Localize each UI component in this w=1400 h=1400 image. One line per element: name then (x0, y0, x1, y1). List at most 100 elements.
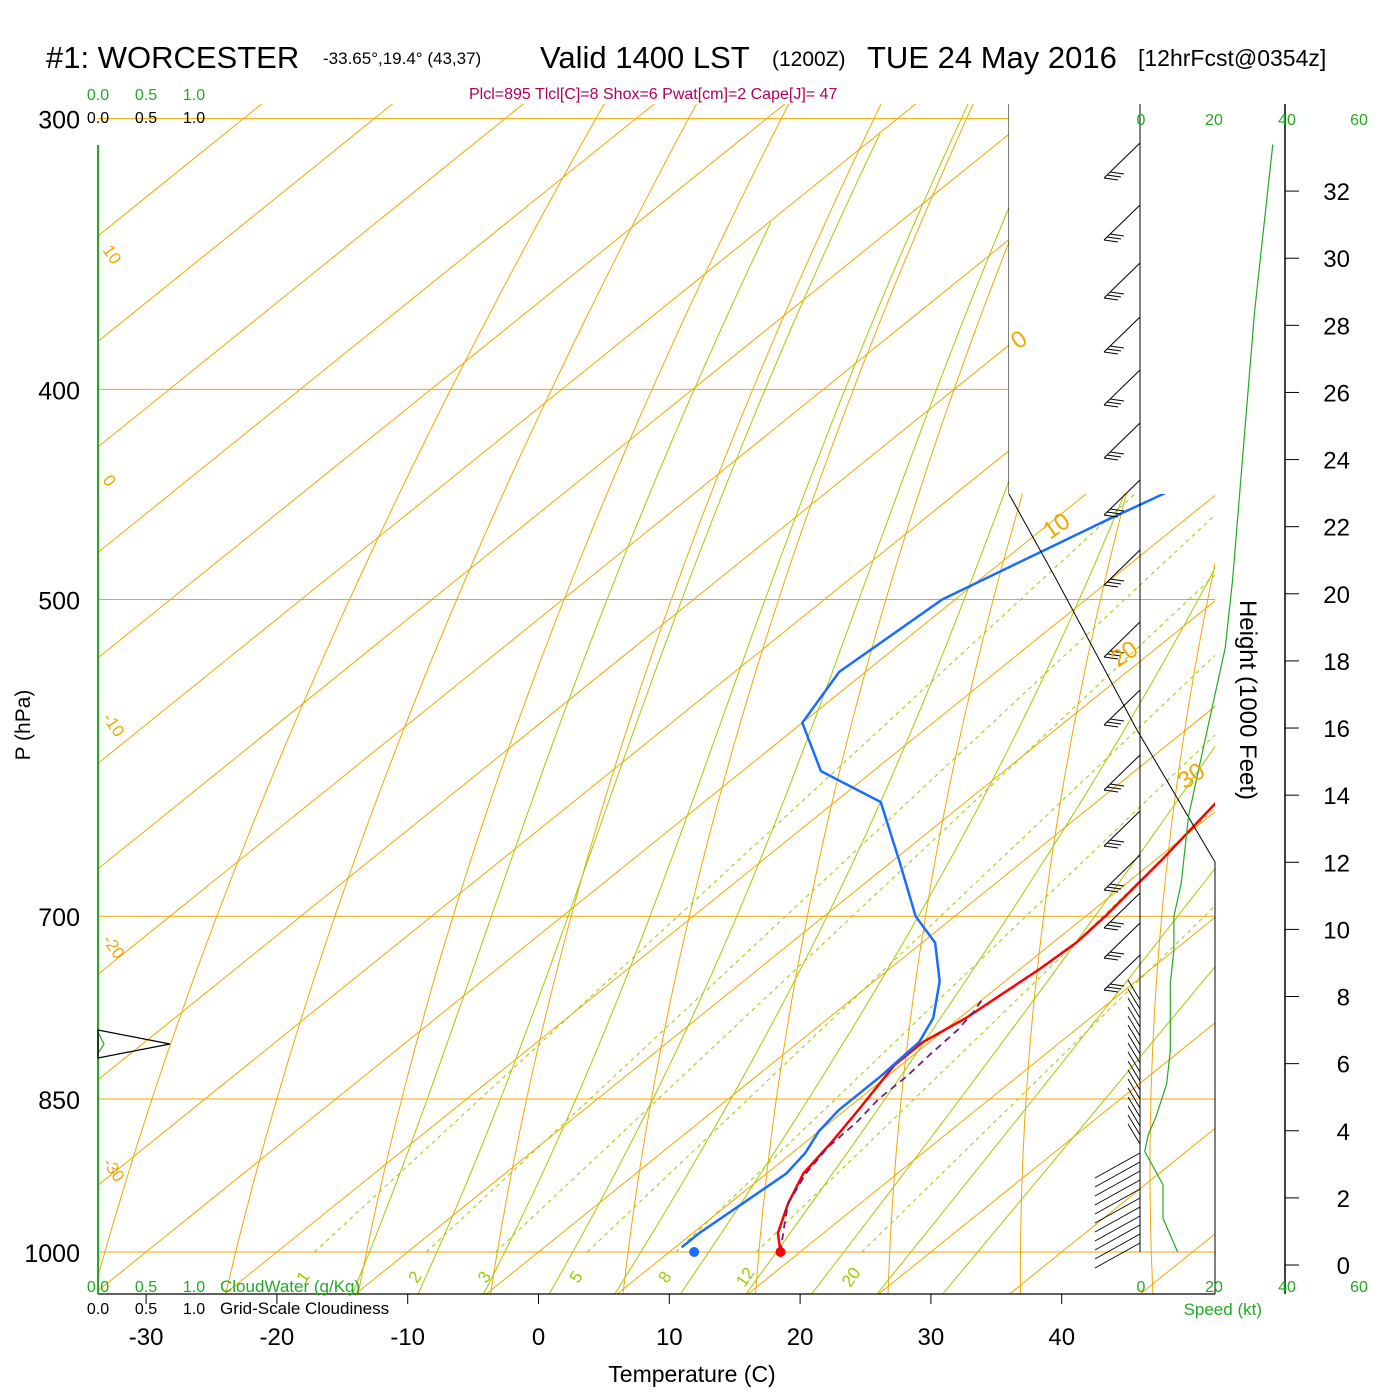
isotherm-line (616, 811, 1215, 1294)
wind-barb-low (1127, 1114, 1141, 1136)
wind-barb (1103, 689, 1141, 726)
wind-barb-flag (1109, 233, 1125, 237)
wind-barb-flag (1103, 724, 1119, 728)
isotherm-label-right: 30 (1173, 757, 1210, 794)
cloudiness-tick-bottom: 0.0 (87, 1301, 109, 1318)
wind-barb-flag (1106, 986, 1122, 990)
wind-barb-flag (1109, 578, 1125, 582)
height-axis-title: Height (1000 Feet) (1234, 600, 1261, 800)
height-tick-label: 18 (1323, 649, 1350, 676)
height-tick-label: 26 (1323, 380, 1350, 407)
mixing-ratio-label: 5 (566, 1268, 587, 1287)
pressure-tick-label: 400 (38, 377, 80, 405)
cloudiness-tick-top: 0.0 (87, 110, 109, 127)
wind-barb-flag (1103, 584, 1119, 588)
wind-barb-flag (1106, 653, 1122, 657)
x-tick-label: -30 (129, 1324, 164, 1351)
x-tick-label: -20 (260, 1324, 295, 1351)
wind-barb-flag (1103, 351, 1119, 355)
isotherm-line (98, 104, 263, 237)
height-tick-label: 6 (1337, 1052, 1350, 1079)
wind-barb-flag (1106, 721, 1122, 725)
wind-barb-flag (1103, 845, 1119, 849)
axis-labels: 1235812202503004005007008501000-30-20-10… (12, 87, 1368, 1387)
wind-speed-line (1144, 144, 1274, 1253)
wind-barb (1103, 854, 1141, 891)
cloudiness-marker (97, 1029, 171, 1059)
wind-barb-low (1127, 1033, 1141, 1055)
header-date: TUE 24 May 2016 (867, 40, 1117, 75)
x-tick-label: 30 (918, 1324, 945, 1351)
isotherm-line (878, 1022, 1215, 1294)
wind-barb-flag (1103, 927, 1119, 931)
isotherm-line (224, 494, 1215, 1294)
surface-temperature-dot (775, 1247, 786, 1257)
surface-dewpoint-dot (689, 1247, 700, 1257)
wind-barb-low (1127, 1042, 1141, 1064)
isotherm-label: 10 (99, 241, 125, 267)
wind-barb-low (1127, 1105, 1141, 1127)
moist-adiabat-line (876, 867, 1215, 1294)
header-coords: -33.65°,19.4° (43,37) (323, 49, 481, 68)
mixing-ratio-label: 8 (655, 1268, 676, 1287)
wind-barb-flag (1106, 348, 1122, 352)
height-tick-label: 8 (1337, 985, 1350, 1012)
height-tick-label: 30 (1323, 246, 1350, 273)
cloud-water-tick-top: 0.0 (87, 87, 109, 104)
wind-barb-low (1127, 1024, 1141, 1046)
wind-barb-flag (1106, 581, 1122, 585)
dry-adiabat-line (490, 104, 882, 1294)
wind-barb-low (1127, 1051, 1141, 1073)
speed-tick-label-bottom: 60 (1350, 1279, 1368, 1296)
speed-tick-label-top: 60 (1350, 112, 1368, 129)
cloudiness-tick-top: 1.0 (183, 110, 205, 127)
mixing-ratio-line (755, 807, 1215, 1253)
pressure-tick-label: 1000 (24, 1240, 80, 1268)
wind-barb-low (1094, 1179, 1141, 1206)
wind-barb (1103, 549, 1141, 586)
moist-adiabat-line (351, 222, 772, 1294)
height-tick-label: 4 (1337, 1119, 1350, 1146)
wind-barb-low (1094, 1152, 1141, 1179)
dry-adiabat-line (755, 104, 1067, 1294)
isotherm-label: -20 (99, 931, 129, 962)
wind-barb (1103, 922, 1141, 959)
isotherm-line (747, 916, 1215, 1294)
wind-barb-low (1094, 1224, 1141, 1251)
cloud-water-marker (98, 1033, 105, 1053)
x-tick-label: 40 (1048, 1324, 1075, 1351)
speed-label: Speed (kt) (1184, 1300, 1262, 1319)
wind-barb (1103, 754, 1141, 791)
wind-barb-low (1127, 1060, 1141, 1082)
wind-barb-flag (1109, 718, 1125, 722)
height-tick-label: 24 (1323, 448, 1350, 475)
isotherm-label: -10 (99, 709, 129, 740)
speed-tick-label-top: 20 (1205, 112, 1223, 129)
isotherm-line (98, 178, 1215, 1081)
indices-line: Plcl=895 Tlcl[C]=8 Shox=6 Pwat[cm]=2 Cap… (469, 86, 837, 103)
wind-barb-flag (1109, 398, 1125, 402)
isotherm-line (98, 104, 786, 659)
wind-barb-flag (1106, 511, 1122, 515)
isotherm-line (98, 104, 525, 448)
wind-barb-flag (1106, 294, 1122, 298)
cloud-water-tick-bottom: 0.0 (87, 1279, 109, 1296)
wind-barb-flag (1109, 345, 1125, 349)
wind-barb-low (1127, 979, 1141, 1001)
pressure-tick-label: 500 (38, 587, 80, 615)
wind-barb-low (1127, 1015, 1141, 1037)
cloud-water-tick-bottom: 0.5 (135, 1279, 157, 1296)
moist-adiabat-line (417, 133, 881, 1294)
speed-tick-label-bottom: 40 (1278, 1279, 1296, 1296)
wind-barb-flag (1109, 171, 1125, 175)
wind-barb-flag (1109, 783, 1125, 787)
header-forecast: [12hrFcst@0354z] (1138, 45, 1326, 71)
wind-barb-flag (1109, 650, 1125, 654)
isotherm-line (98, 104, 394, 343)
height-tick-label: 0 (1337, 1253, 1350, 1280)
wind-barb-low (1127, 1078, 1141, 1100)
temperature-line (776, 801, 1215, 1253)
wind-barb-low (1094, 1206, 1141, 1233)
side-panels (97, 104, 1299, 1304)
wind-barb-flag (1103, 789, 1119, 793)
